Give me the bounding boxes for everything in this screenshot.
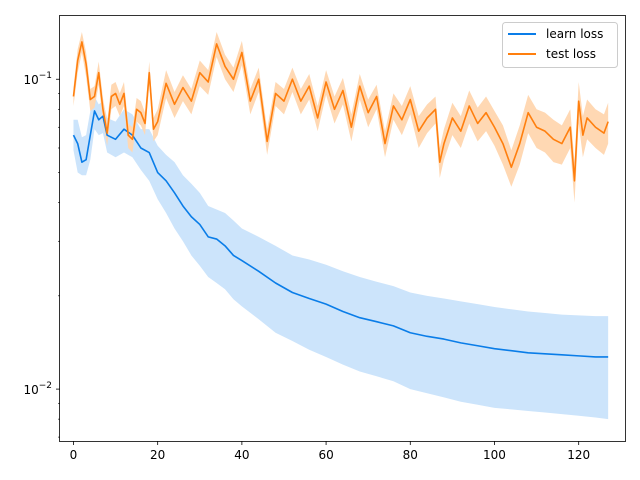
line-test-loss: [72, 41, 609, 182]
y-tick-label: 10−2: [23, 381, 52, 397]
x-tick-label: 40: [234, 448, 249, 462]
x-axis: 0 20 40 60 80 100 120: [70, 441, 590, 462]
band-learn-loss: [73, 96, 609, 420]
band-test-loss: [73, 32, 609, 203]
x-tick-label: 60: [318, 448, 333, 462]
legend: learn loss test loss: [502, 22, 618, 68]
x-tick-label: 100: [483, 448, 506, 462]
y-tick-label: 10−1: [23, 71, 52, 87]
x-tick-label: 0: [70, 448, 78, 462]
x-tick-label: 20: [150, 448, 165, 462]
series-lines: [72, 41, 609, 358]
y-axis: 10−2 10−1: [23, 71, 60, 438]
x-tick-label: 80: [403, 448, 418, 462]
x-tick-label: 120: [567, 448, 590, 462]
legend-label-learn-loss: learn loss: [546, 27, 603, 41]
confidence-bands: [73, 32, 609, 420]
legend-label-test-loss: test loss: [546, 47, 596, 61]
plot-frame: [59, 15, 626, 442]
